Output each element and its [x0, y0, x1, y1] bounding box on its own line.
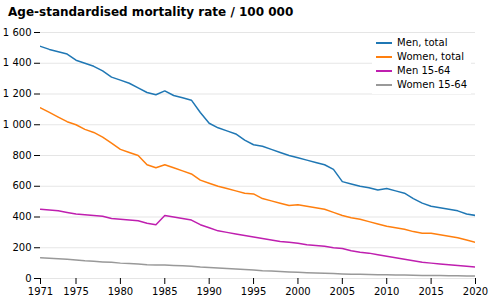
svg-text:2015: 2015: [418, 286, 443, 297]
html-text:Women 15-64: Women 15-64: [397, 79, 467, 90]
html-text:Women, total: Women, total: [397, 51, 464, 62]
svg-text:400: 400: [12, 211, 31, 222]
svg-text:1 400: 1 400: [3, 57, 32, 68]
svg-text:2010: 2010: [374, 286, 399, 297]
svg-text:2020: 2020: [463, 286, 488, 297]
svg-text:1 200: 1 200: [3, 88, 32, 99]
svg-text:800: 800: [12, 150, 31, 161]
svg-text:1 600: 1 600: [3, 27, 32, 38]
svg-text:1975: 1975: [63, 286, 88, 297]
svg-text:1 000: 1 000: [3, 119, 32, 130]
svg-text:1985: 1985: [152, 286, 177, 297]
html-text:Men, total: Men, total: [397, 37, 448, 48]
svg-text:2000: 2000: [285, 286, 310, 297]
svg-text:600: 600: [12, 180, 31, 191]
svg-text:200: 200: [12, 242, 31, 253]
svg-text:1971: 1971: [28, 286, 53, 297]
svg-text:0: 0: [25, 273, 31, 284]
svg-text:1995: 1995: [241, 286, 266, 297]
html-text:Age-standardised mortality rat: Age-standardised mortality rate / 100 00…: [8, 5, 294, 19]
svg-text:1990: 1990: [196, 286, 221, 297]
svg-text:2005: 2005: [330, 286, 355, 297]
svg-text:1980: 1980: [108, 286, 133, 297]
html-text:Men 15-64: Men 15-64: [397, 65, 451, 76]
